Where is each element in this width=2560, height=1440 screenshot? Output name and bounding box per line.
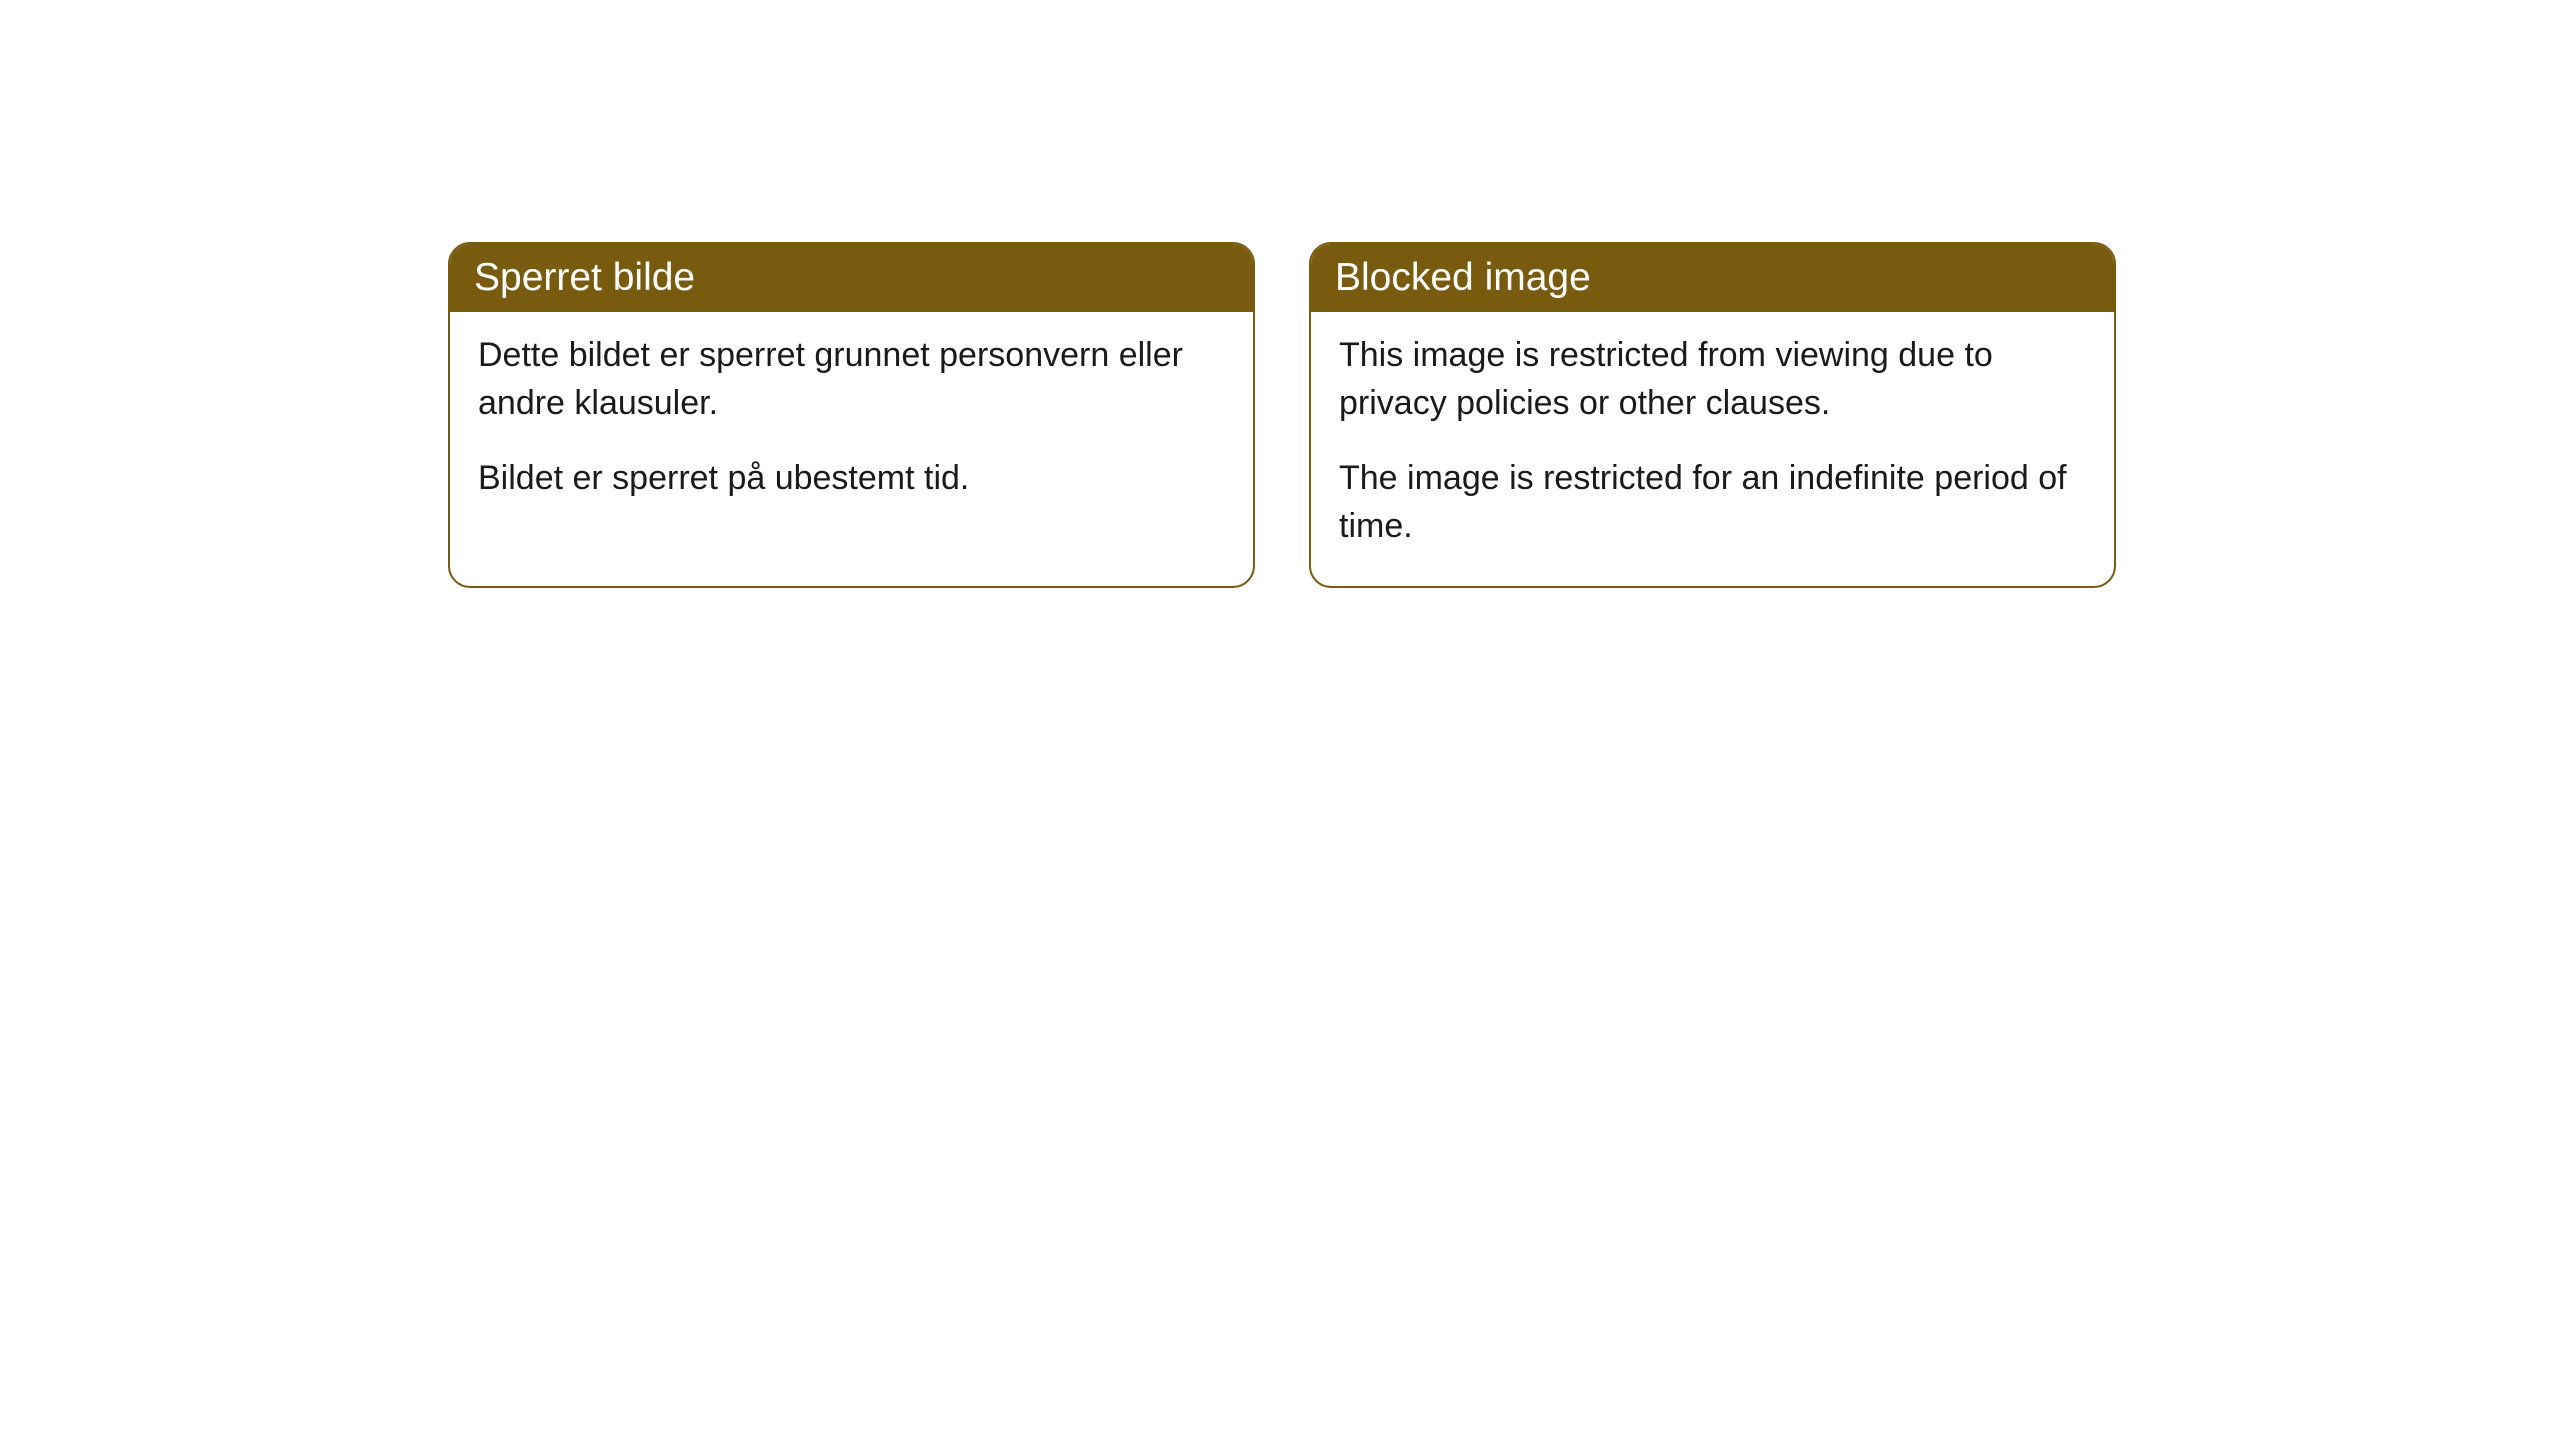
- blocked-image-card-norwegian: Sperret bilde Dette bildet er sperret gr…: [448, 242, 1255, 588]
- cards-container: Sperret bilde Dette bildet er sperret gr…: [0, 0, 2560, 588]
- card-body-norwegian: Dette bildet er sperret grunnet personve…: [450, 312, 1253, 539]
- card-paragraph-2-norwegian: Bildet er sperret på ubestemt tid.: [478, 455, 1225, 503]
- card-paragraph-1-english: This image is restricted from viewing du…: [1339, 332, 2086, 427]
- card-paragraph-1-norwegian: Dette bildet er sperret grunnet personve…: [478, 332, 1225, 427]
- card-body-english: This image is restricted from viewing du…: [1311, 312, 2114, 586]
- card-header-english: Blocked image: [1311, 244, 2114, 312]
- card-header-norwegian: Sperret bilde: [450, 244, 1253, 312]
- card-paragraph-2-english: The image is restricted for an indefinit…: [1339, 455, 2086, 550]
- blocked-image-card-english: Blocked image This image is restricted f…: [1309, 242, 2116, 588]
